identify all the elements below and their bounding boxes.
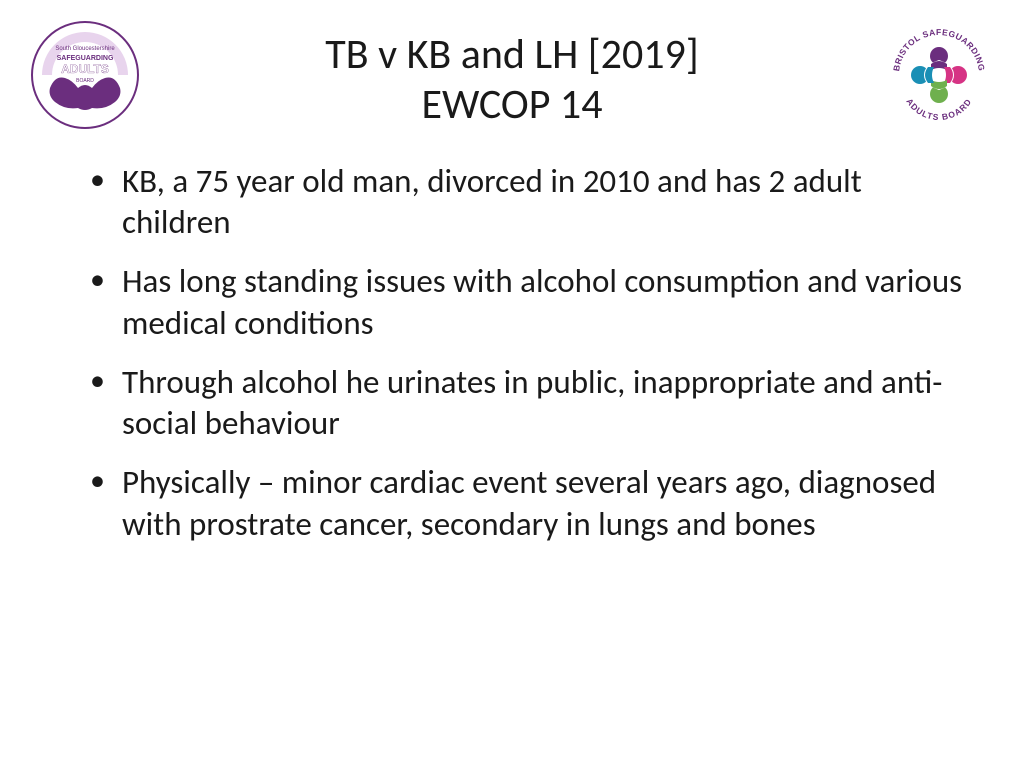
bullet-item: KB, a 75 year old man, divorced in 2010 … (90, 161, 974, 244)
slide-container: South Gloucestershire SAFEGUARDING ADULT… (0, 0, 1024, 768)
bullet-item: Has long standing issues with alcohol co… (90, 261, 974, 344)
bullet-item: Physically – minor cardiac event several… (90, 462, 974, 545)
slide-title: TB v KB and LH [2019] EWCOP 14 (50, 30, 974, 131)
logo-bristol-svg: BRISTOL SAFEGUARDING ADULTS BOARD (884, 20, 994, 130)
logo-left-line2: SAFEGUARDING (57, 55, 114, 62)
title-line-2: EWCOP 14 (421, 79, 602, 130)
logo-south-glos: South Gloucestershire SAFEGUARDING ADULT… (30, 20, 140, 130)
logo-left-line3: ADULTS (61, 62, 109, 76)
title-line-1: TB v KB and LH [2019] (325, 29, 698, 80)
bullet-item: Through alcohol he urinates in public, i… (90, 362, 974, 445)
logo-bristol: BRISTOL SAFEGUARDING ADULTS BOARD (884, 20, 994, 130)
bullet-list: KB, a 75 year old man, divorced in 2010 … (50, 161, 974, 545)
logo-left-line1: South Gloucestershire (55, 46, 115, 52)
logo-south-glos-svg: South Gloucestershire SAFEGUARDING ADULT… (30, 20, 140, 130)
logo-left-line4: BOARD (76, 78, 94, 84)
